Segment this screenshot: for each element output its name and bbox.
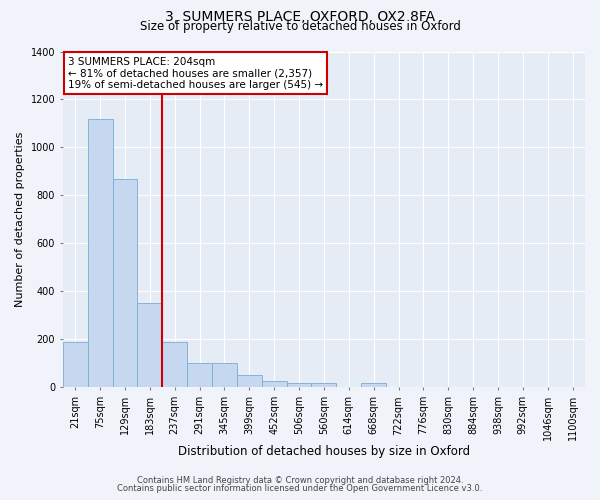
Bar <box>187 364 212 388</box>
Text: Contains HM Land Registry data © Crown copyright and database right 2024.: Contains HM Land Registry data © Crown c… <box>137 476 463 485</box>
Text: Size of property relative to detached houses in Oxford: Size of property relative to detached ho… <box>140 20 460 33</box>
Bar <box>237 376 262 388</box>
Bar <box>162 342 187 388</box>
Bar <box>212 364 237 388</box>
Bar <box>137 304 162 388</box>
Bar <box>311 382 337 388</box>
Y-axis label: Number of detached properties: Number of detached properties <box>15 132 25 307</box>
Text: 3, SUMMERS PLACE, OXFORD, OX2 8FA: 3, SUMMERS PLACE, OXFORD, OX2 8FA <box>165 10 435 24</box>
Text: 3 SUMMERS PLACE: 204sqm
← 81% of detached houses are smaller (2,357)
19% of semi: 3 SUMMERS PLACE: 204sqm ← 81% of detache… <box>68 56 323 90</box>
Text: Contains public sector information licensed under the Open Government Licence v3: Contains public sector information licen… <box>118 484 482 493</box>
Bar <box>262 382 287 388</box>
Bar <box>63 342 88 388</box>
Bar <box>287 382 311 388</box>
Bar <box>88 118 113 388</box>
X-axis label: Distribution of detached houses by size in Oxford: Distribution of detached houses by size … <box>178 444 470 458</box>
Bar <box>361 382 386 388</box>
Bar <box>113 178 137 388</box>
